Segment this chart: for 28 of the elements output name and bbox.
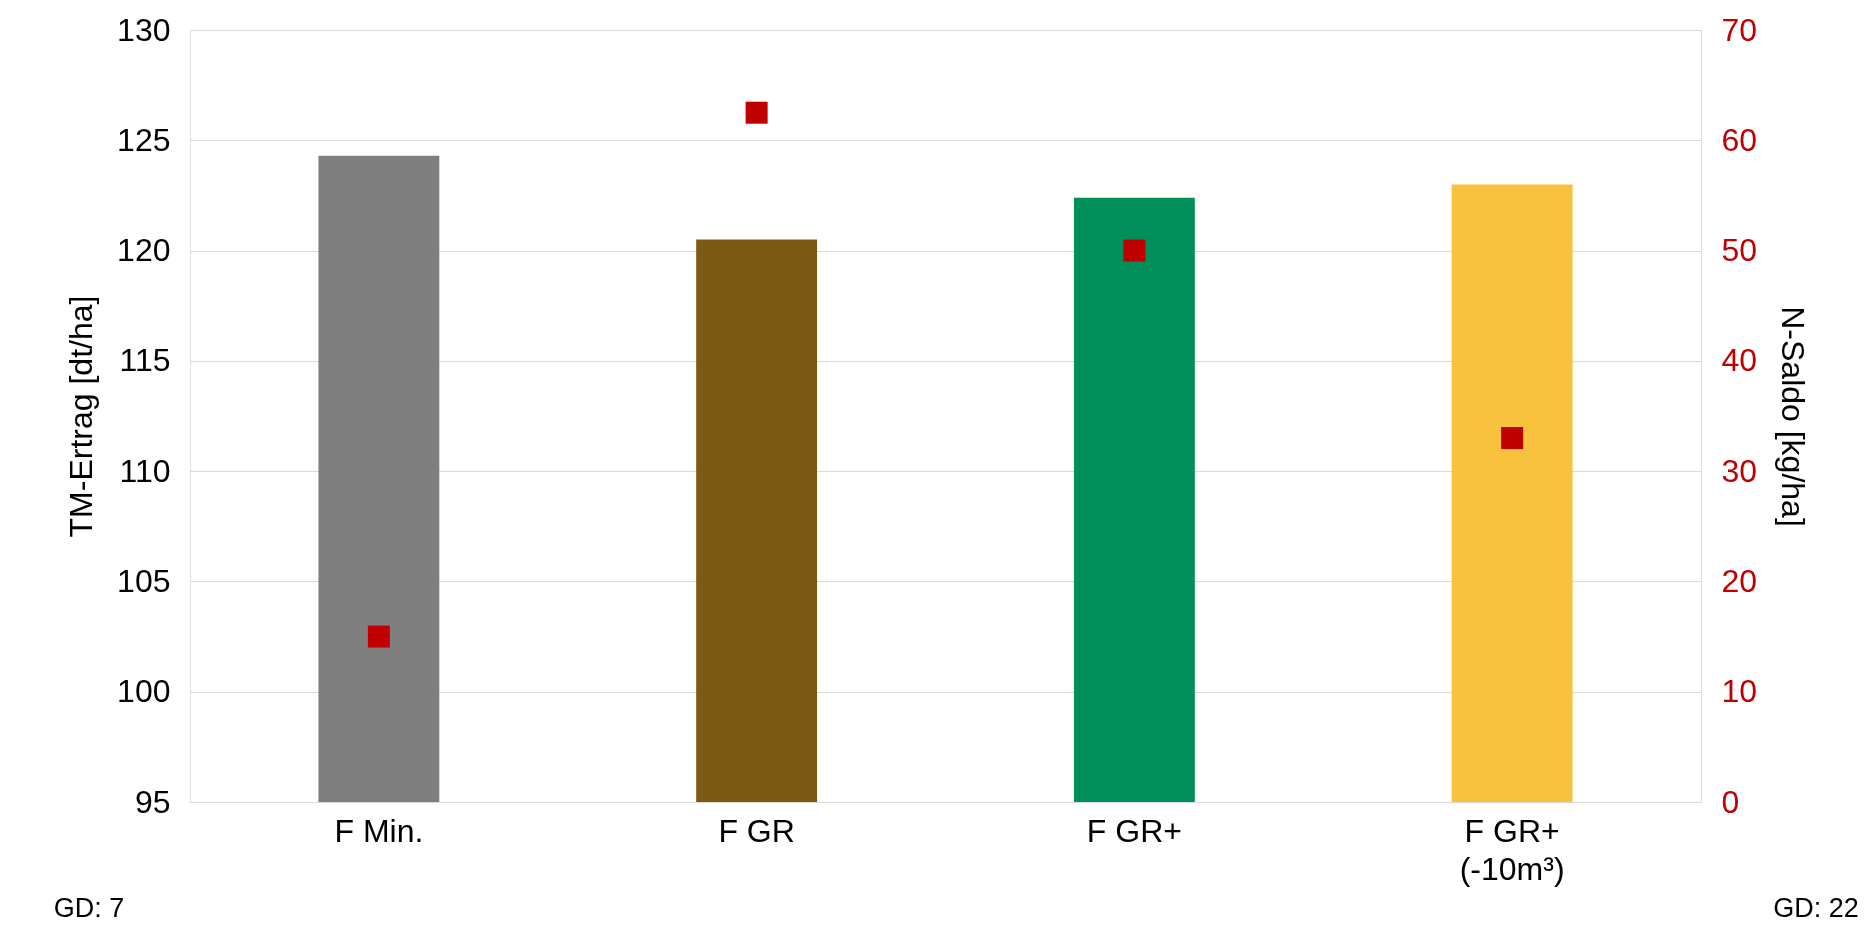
y2-tick-label: 30 <box>1721 452 1758 489</box>
y2-tick-label: 70 <box>1721 11 1758 48</box>
y2-tick-label: 50 <box>1721 232 1758 269</box>
point <box>745 101 768 124</box>
y-tick-label: 120 <box>117 232 171 269</box>
y-tick-label: 125 <box>117 121 171 158</box>
point <box>1123 239 1146 262</box>
y2-tick-label: 0 <box>1721 783 1740 820</box>
y-tick-label: 95 <box>134 783 171 820</box>
point <box>367 625 390 648</box>
y2-tick-label: 60 <box>1721 121 1758 158</box>
y-tick-label: 110 <box>119 452 171 489</box>
text: GD: 22 <box>1773 893 1859 923</box>
y-tick-label: 100 <box>117 673 171 710</box>
y2-axis-title: N-Saldo [kg/ha] <box>1775 306 1812 527</box>
x-tick-label: F GR+ <box>1086 812 1182 849</box>
y-tick-label: 105 <box>117 562 171 599</box>
x-tick-label: F GR+ (-10m³) <box>1459 812 1565 887</box>
y2-tick-label: 20 <box>1721 562 1758 599</box>
y-tick-label: 115 <box>119 342 171 379</box>
x-tick-label: F Min. <box>334 812 424 849</box>
y2-tick-label: 40 <box>1721 342 1758 379</box>
x-tick-label: F GR <box>718 812 795 849</box>
y-axis-title: TM-Ertrag [dt/ha] <box>63 295 100 538</box>
y-tick-label: 130 <box>117 11 171 48</box>
y2-tick-label: 10 <box>1721 673 1758 710</box>
point <box>1501 427 1524 450</box>
text: GD: 7 <box>53 893 125 923</box>
